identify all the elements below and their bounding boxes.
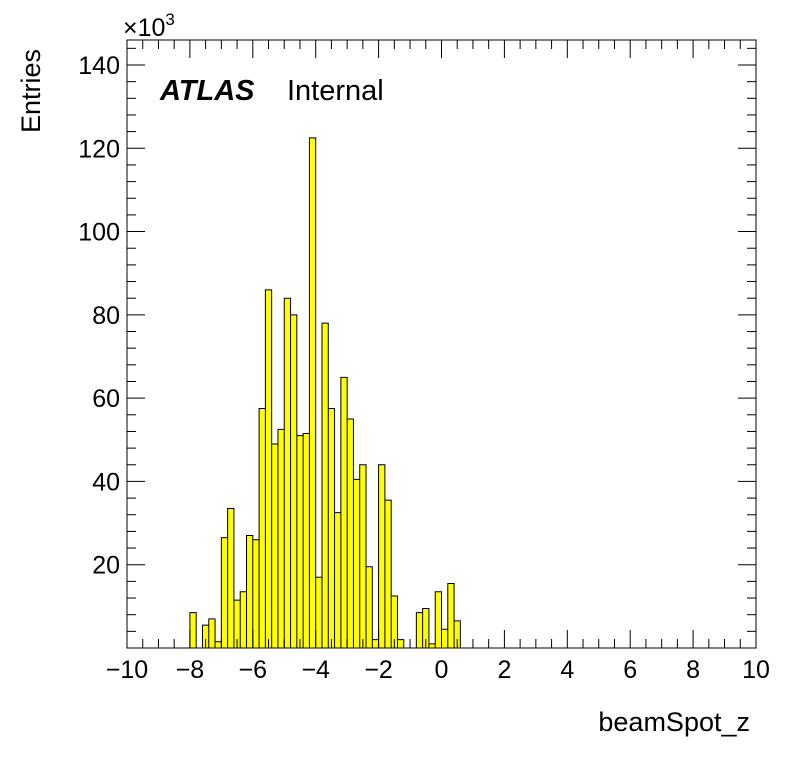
y-tick-label: 120 xyxy=(78,135,120,163)
x-tick-label: −2 xyxy=(364,656,393,684)
histogram-bin xyxy=(303,433,310,648)
histogram-bin xyxy=(378,464,385,648)
histogram-bin xyxy=(202,625,209,648)
histogram-bin xyxy=(384,500,392,648)
x-tick-label: 6 xyxy=(623,656,637,684)
histogram-bin xyxy=(290,314,297,648)
histogram-bin xyxy=(265,289,272,648)
y-tick-label: 40 xyxy=(92,468,120,496)
histogram-bin xyxy=(372,639,379,648)
y-tick-label: 60 xyxy=(92,385,120,413)
histogram-bin xyxy=(441,629,448,648)
histogram-bin xyxy=(334,512,341,648)
histogram-bin xyxy=(353,479,360,648)
histogram-bin xyxy=(435,591,442,648)
x-tick-label: −8 xyxy=(176,656,205,684)
y-axis-exponent: ×103 xyxy=(123,10,175,42)
histogram-bin xyxy=(259,408,266,648)
histogram-bin xyxy=(208,618,216,648)
histogram-bin xyxy=(271,443,278,648)
histogram-bin xyxy=(252,539,260,648)
histogram-bin xyxy=(277,429,285,648)
histogram-bin xyxy=(328,408,335,648)
histogram-bin xyxy=(428,643,436,648)
histogram-bin xyxy=(347,418,354,648)
x-tick-label: −6 xyxy=(239,656,268,684)
x-tick-label: 2 xyxy=(497,656,511,684)
x-tick-label: 10 xyxy=(742,656,770,684)
axis-ticks xyxy=(126,40,757,648)
atlas-label: ATLAS xyxy=(159,75,255,107)
histogram-bin xyxy=(340,377,348,648)
y-axis-title: Entries xyxy=(16,49,46,133)
y-tick-label: 80 xyxy=(92,302,120,330)
internal-label: Internal xyxy=(287,75,384,107)
histogram-bin xyxy=(366,566,373,648)
histogram-bin xyxy=(246,535,253,648)
x-tick-label: 4 xyxy=(560,656,574,684)
histogram-bin xyxy=(189,612,197,648)
histogram-bin xyxy=(397,639,404,648)
histogram-bars xyxy=(189,137,461,648)
histogram-bin xyxy=(321,323,329,648)
histogram-bin xyxy=(227,508,234,648)
x-tick-label: −4 xyxy=(301,656,330,684)
histogram-outline xyxy=(189,137,461,648)
x-tick-label: 0 xyxy=(435,656,449,684)
histogram-bin xyxy=(454,620,461,648)
histogram-bin xyxy=(391,595,398,648)
y-tick-label: 20 xyxy=(92,552,120,580)
histogram-bin xyxy=(240,591,247,648)
histogram-bin xyxy=(447,583,455,648)
histogram-bin xyxy=(309,137,316,648)
histogram-bin xyxy=(422,608,429,648)
x-tick-labels: −10 −8 −6 −4 −2 0 2 4 6 8 10 xyxy=(106,656,770,684)
y-axis-exponent-power: 3 xyxy=(165,10,174,29)
x-tick-label: −10 xyxy=(106,656,148,684)
histogram-bin xyxy=(284,298,291,648)
x-axis-title: beamSpot_z xyxy=(598,707,750,737)
y-tick-label: 140 xyxy=(78,52,120,80)
histogram-bin xyxy=(233,600,241,648)
histogram-bin xyxy=(416,612,423,648)
histogram-bin xyxy=(221,537,228,648)
y-tick-label: 100 xyxy=(78,219,120,247)
histogram-bin xyxy=(296,435,304,648)
x-tick-label: 8 xyxy=(686,656,700,684)
histogram-bin xyxy=(315,577,322,648)
histogram-bin xyxy=(215,641,222,648)
histogram-bin xyxy=(359,464,367,648)
y-tick-labels: 20 40 60 80 100 120 140 xyxy=(78,52,120,580)
